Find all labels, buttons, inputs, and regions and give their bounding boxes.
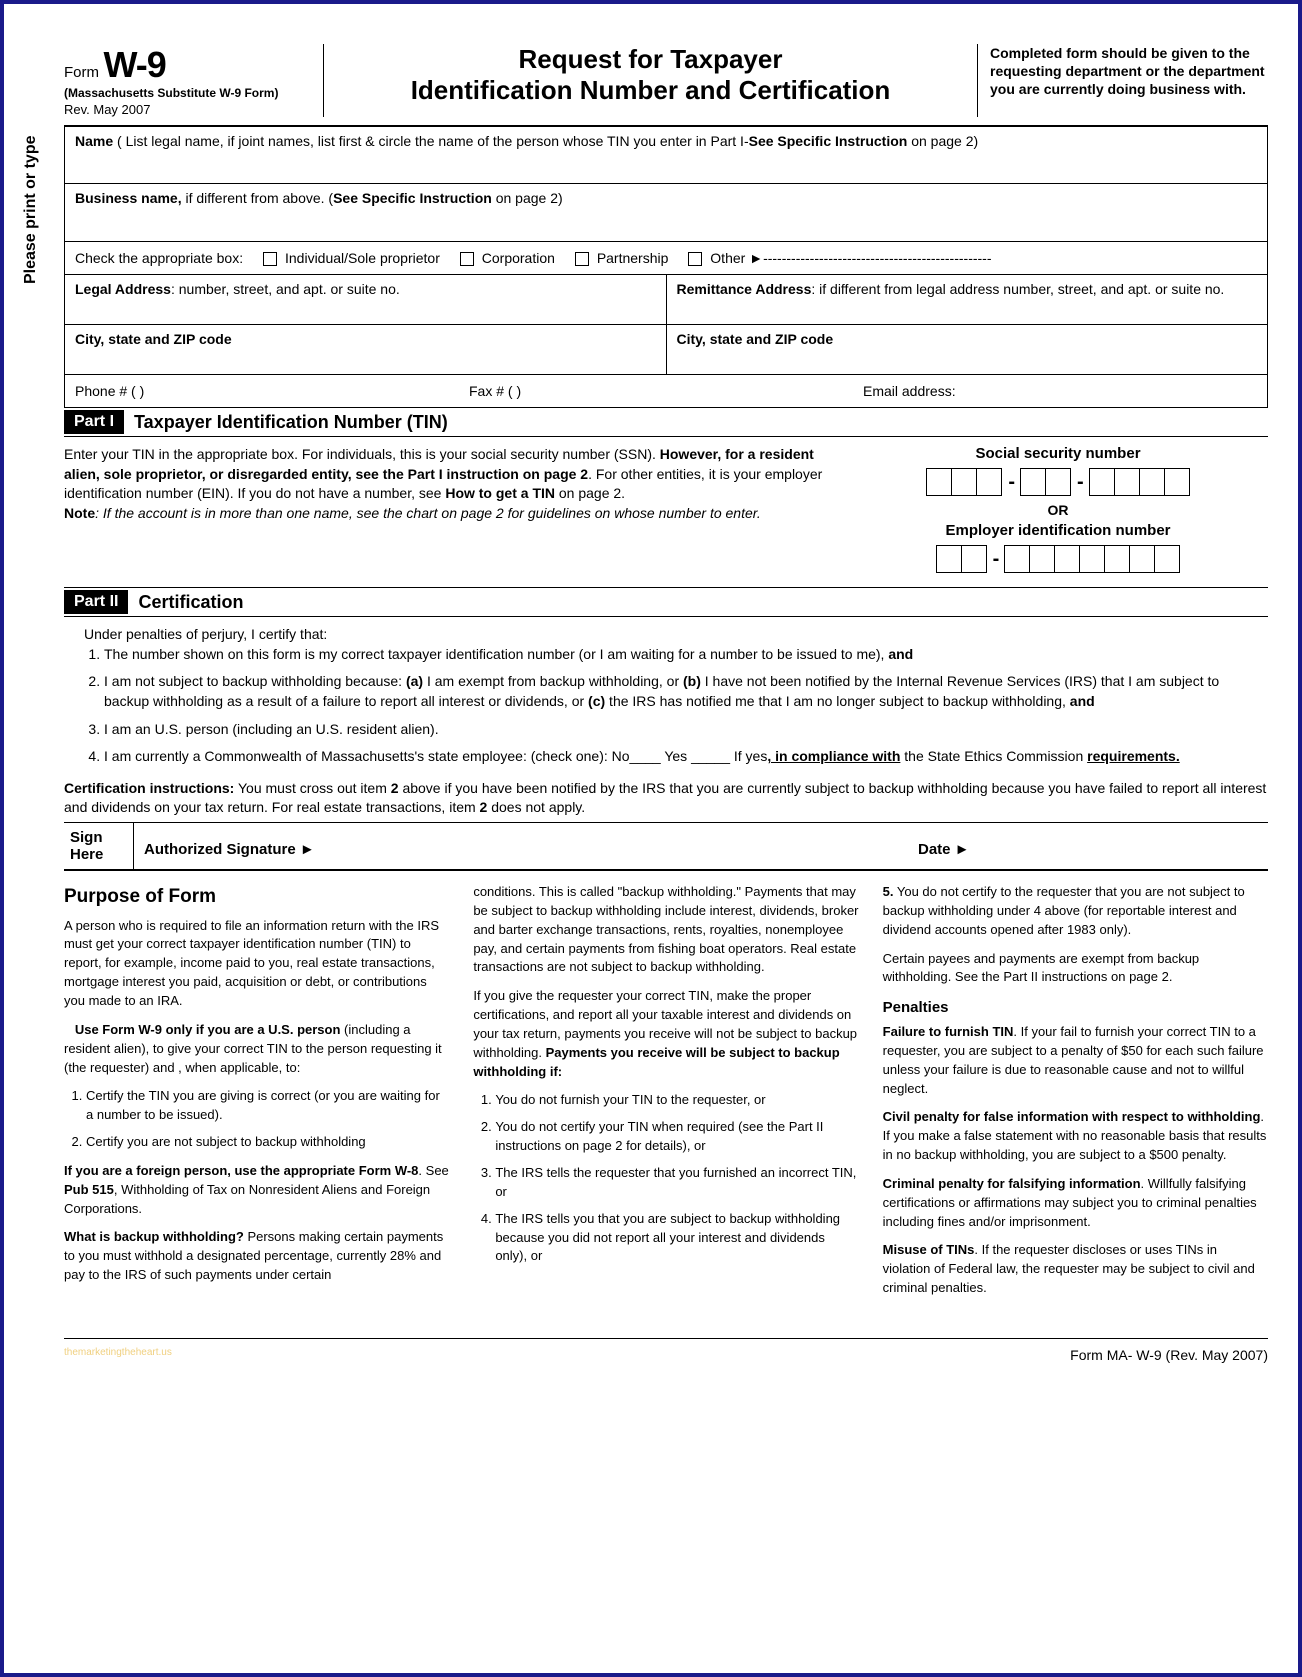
ssn-input[interactable]: - - (848, 468, 1268, 496)
email-field[interactable]: Email address: (863, 383, 1257, 399)
certification-instructions: Certification instructions: You must cro… (64, 779, 1268, 823)
tin-section: Enter your TIN in the appropriate box. F… (64, 437, 1268, 588)
form-prefix: Form (64, 64, 99, 81)
or-divider: OR (848, 502, 1268, 518)
column-3: 5. You do not certify to the requester t… (883, 883, 1268, 1308)
name-field[interactable]: Name ( List legal name, if joint names, … (64, 126, 1268, 184)
column-1: Purpose of Form A person who is required… (64, 883, 449, 1308)
fax-field[interactable]: Fax # ( ) (469, 383, 863, 399)
entity-type-row: Check the appropriate box: Individual/So… (64, 242, 1268, 275)
instructions-columns: Purpose of Form A person who is required… (64, 871, 1268, 1308)
checkbox-partnership[interactable]: Partnership (575, 250, 668, 266)
checkbox-corporation[interactable]: Corporation (460, 250, 555, 266)
page-footer: themarketingtheheart.us Form MA- W-9 (Re… (64, 1338, 1268, 1363)
checkbox-individual[interactable]: Individual/Sole proprietor (263, 250, 440, 266)
form-subtitle: (Massachusetts Substitute W-9 Form) (64, 86, 313, 100)
header-left: Form W-9 (Massachusetts Substitute W-9 F… (64, 44, 324, 117)
part1-header-row: Part I Taxpayer Identification Number (T… (64, 408, 1268, 437)
penalties-heading: Penalties (883, 997, 1268, 1019)
city-row: City, state and ZIP code City, state and… (64, 325, 1268, 375)
cert-item-4: I am currently a Commonwealth of Massach… (104, 747, 1268, 767)
signature-row: Sign Here Authorized Signature ► Date ► (64, 823, 1268, 871)
form-code: W-9 (103, 44, 165, 85)
part2-header-row: Part II Certification (64, 588, 1268, 617)
cert-item-3: I am an U.S. person (including an U.S. r… (104, 720, 1268, 740)
certification-body: Under penalties of perjury, I certify th… (64, 617, 1268, 779)
header-instructions: Completed form should be given to the re… (978, 44, 1268, 117)
sidebar-instruction: Please print or type (22, 136, 40, 285)
column-2: conditions. This is called "backup withh… (473, 883, 858, 1308)
form-revision: Rev. May 2007 (64, 102, 313, 117)
remittance-address-field[interactable]: Remittance Address: if different from le… (666, 275, 1269, 325)
signature-field[interactable]: Authorized Signature ► (144, 841, 918, 863)
remittance-city-field[interactable]: City, state and ZIP code (666, 325, 1269, 375)
legal-city-field[interactable]: City, state and ZIP code (64, 325, 666, 375)
form-page: Please print or type Form W-9 (Massachus… (0, 0, 1302, 1677)
purpose-title: Purpose of Form (64, 883, 449, 911)
sign-here-label: Sign Here (64, 823, 134, 869)
legal-address-field[interactable]: Legal Address: number, street, and apt. … (64, 275, 666, 325)
tin-instructions: Enter your TIN in the appropriate box. F… (64, 445, 848, 579)
form-header: Form W-9 (Massachusetts Substitute W-9 F… (64, 44, 1268, 126)
cert-item-2: I am not subject to backup withholding b… (104, 672, 1268, 711)
part2-title: Certification (138, 592, 243, 613)
part2-label: Part II (64, 590, 128, 614)
address-row: Legal Address: number, street, and apt. … (64, 275, 1268, 325)
header-center: Request for Taxpayer Identification Numb… (324, 44, 978, 117)
footer-watermark: themarketingtheheart.us (64, 1347, 172, 1363)
cert-item-1: The number shown on this form is my corr… (104, 645, 1268, 665)
part1-title: Taxpayer Identification Number (TIN) (134, 412, 448, 433)
form-title: Request for Taxpayer Identification Numb… (344, 44, 957, 106)
checkbox-other[interactable]: Other ►---------------------------------… (688, 250, 991, 266)
ein-label: Employer identification number (848, 522, 1268, 539)
ssn-label: Social security number (848, 445, 1268, 462)
phone-field[interactable]: Phone # ( ) (75, 383, 469, 399)
ein-input[interactable]: - (848, 545, 1268, 573)
date-field[interactable]: Date ► (918, 841, 1258, 863)
contact-row: Phone # ( ) Fax # ( ) Email address: (64, 375, 1268, 408)
tin-entry: Social security number - - OR Employer i… (848, 445, 1268, 579)
part1-label: Part I (64, 410, 124, 434)
business-name-field[interactable]: Business name, if different from above. … (64, 184, 1268, 242)
footer-form-id: Form MA- W-9 (Rev. May 2007) (1070, 1347, 1268, 1363)
